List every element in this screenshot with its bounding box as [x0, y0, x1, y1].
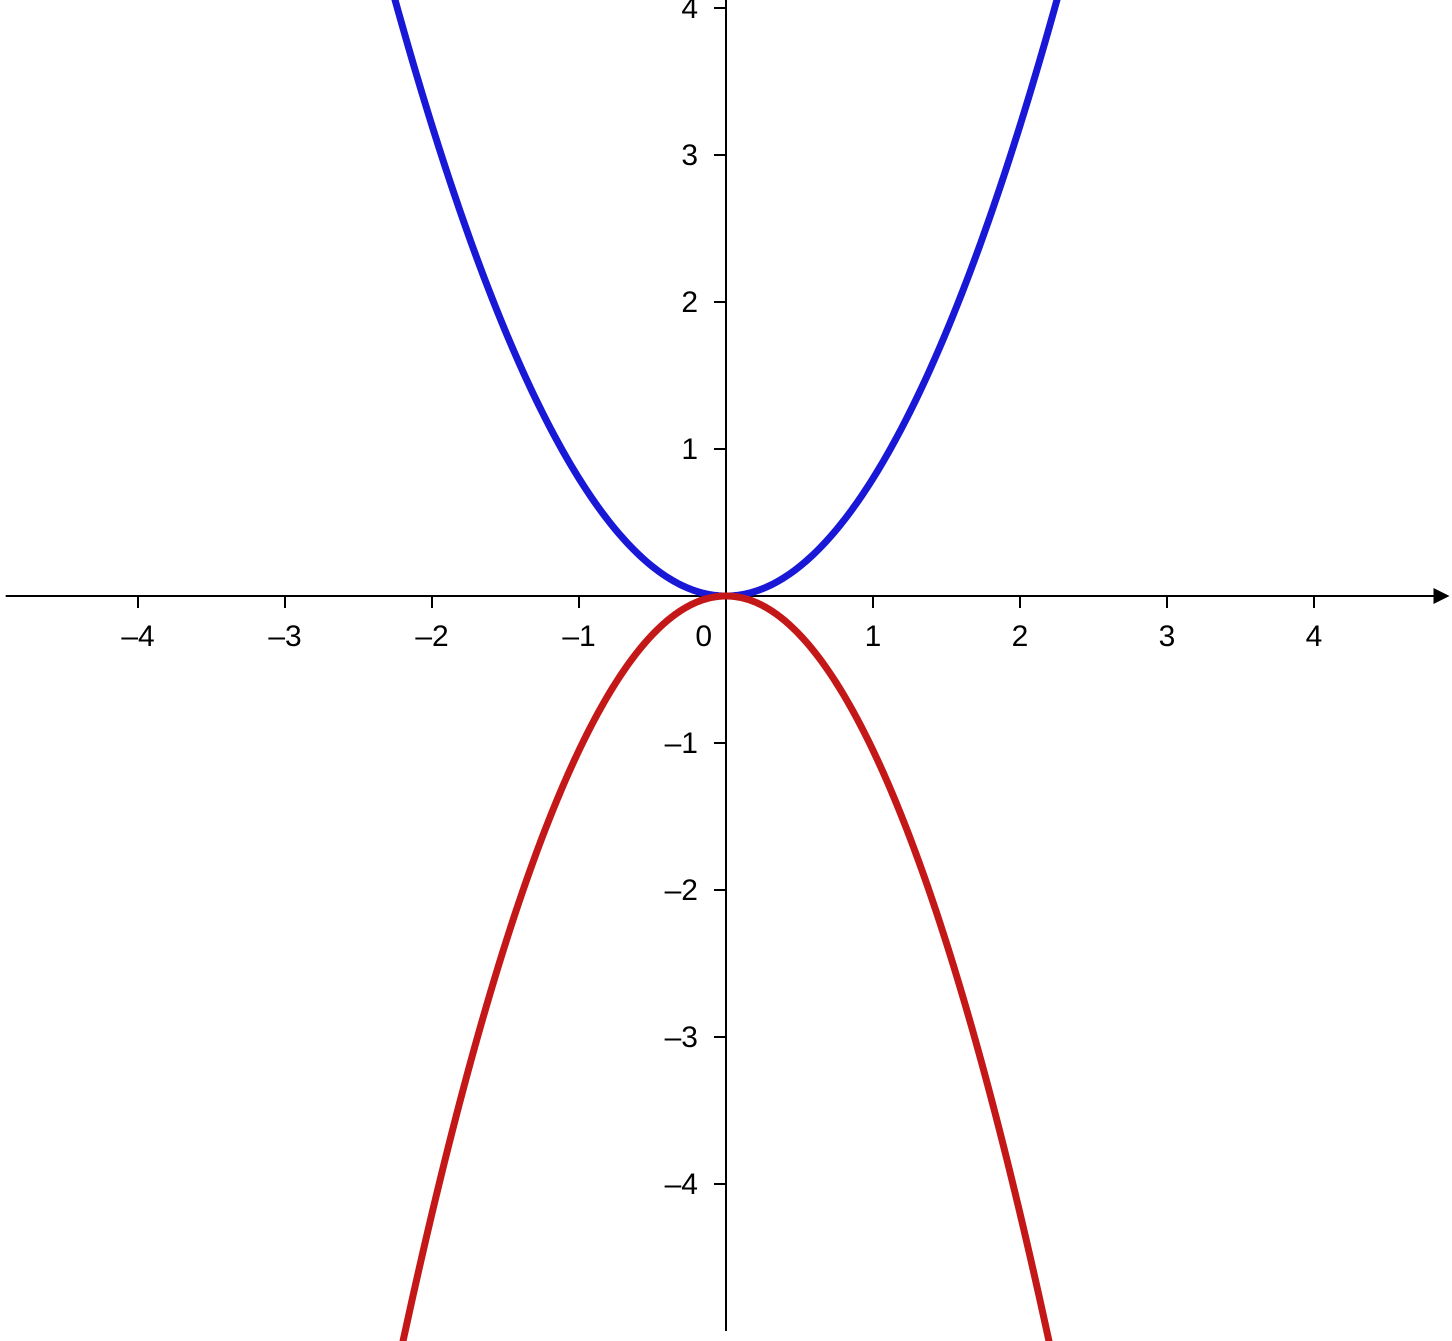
- y-tick-label: –3: [665, 1021, 698, 1054]
- x-tick-label: 4: [1306, 620, 1323, 653]
- y-tick-label: 1: [681, 433, 698, 466]
- y-tick-label: 3: [681, 139, 698, 172]
- x-tick-label: 3: [1159, 620, 1176, 653]
- x-tick-label: –2: [415, 620, 448, 653]
- y-tick-label: –4: [665, 1168, 698, 1201]
- y-tick-label: 2: [681, 286, 698, 319]
- y-tick-label: –1: [665, 727, 698, 760]
- x-tick-label: 2: [1012, 620, 1029, 653]
- parabola-chart: –4 –3 –2 –1 0 1 2 3 4 –4 –3 –2 –1 1 2 3 4: [0, 0, 1452, 1341]
- x-tick-label: –3: [268, 620, 301, 653]
- x-tick-label: –4: [121, 620, 154, 653]
- y-tick-label: –2: [665, 874, 698, 907]
- x-tick-label: –1: [562, 620, 595, 653]
- y-tick-label: 4: [681, 0, 698, 25]
- x-tick-label: 1: [865, 620, 882, 653]
- x-tick-label: 0: [695, 620, 712, 653]
